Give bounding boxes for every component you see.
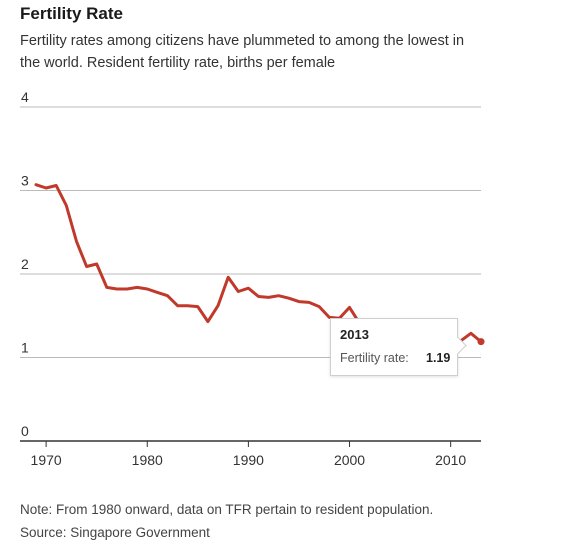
- tooltip-value: 1.19: [426, 351, 451, 365]
- tooltip-label: Fertility rate:: [340, 351, 409, 365]
- x-tick-label: 2010: [435, 452, 466, 468]
- y-tick-label: 4: [21, 89, 29, 105]
- y-tick-label: 2: [21, 256, 29, 272]
- fertility-line-chart: 0 1 2 3 4 1970 1980 1990 2000 2010: [20, 89, 485, 468]
- data-tooltip: 2013 Fertility rate: 1.19: [330, 318, 467, 376]
- x-tick-labels: 1970 1980 1990 2000 2010: [31, 441, 466, 468]
- y-tick-label: 0: [21, 423, 29, 439]
- highlight-point-2013[interactable]: [477, 338, 485, 346]
- x-tick-label: 2000: [334, 452, 365, 468]
- x-tick-label: 1970: [31, 452, 62, 468]
- chart-note: Note: From 1980 onward, data on TFR pert…: [20, 502, 434, 517]
- y-tick-label: 3: [21, 173, 29, 189]
- tooltip-year: 2013: [340, 327, 369, 342]
- grid-lines: [20, 106, 481, 442]
- x-tick-label: 1980: [132, 452, 163, 468]
- chart-subtitle: Fertility rates among citizens have plum…: [20, 33, 465, 71]
- y-tick-labels: 0 1 2 3 4: [21, 89, 29, 439]
- x-tick-label: 1990: [233, 452, 264, 468]
- chart-source: Source: Singapore Government: [20, 525, 210, 540]
- chart-title: Fertility Rate: [20, 4, 123, 23]
- y-tick-label: 1: [21, 340, 29, 356]
